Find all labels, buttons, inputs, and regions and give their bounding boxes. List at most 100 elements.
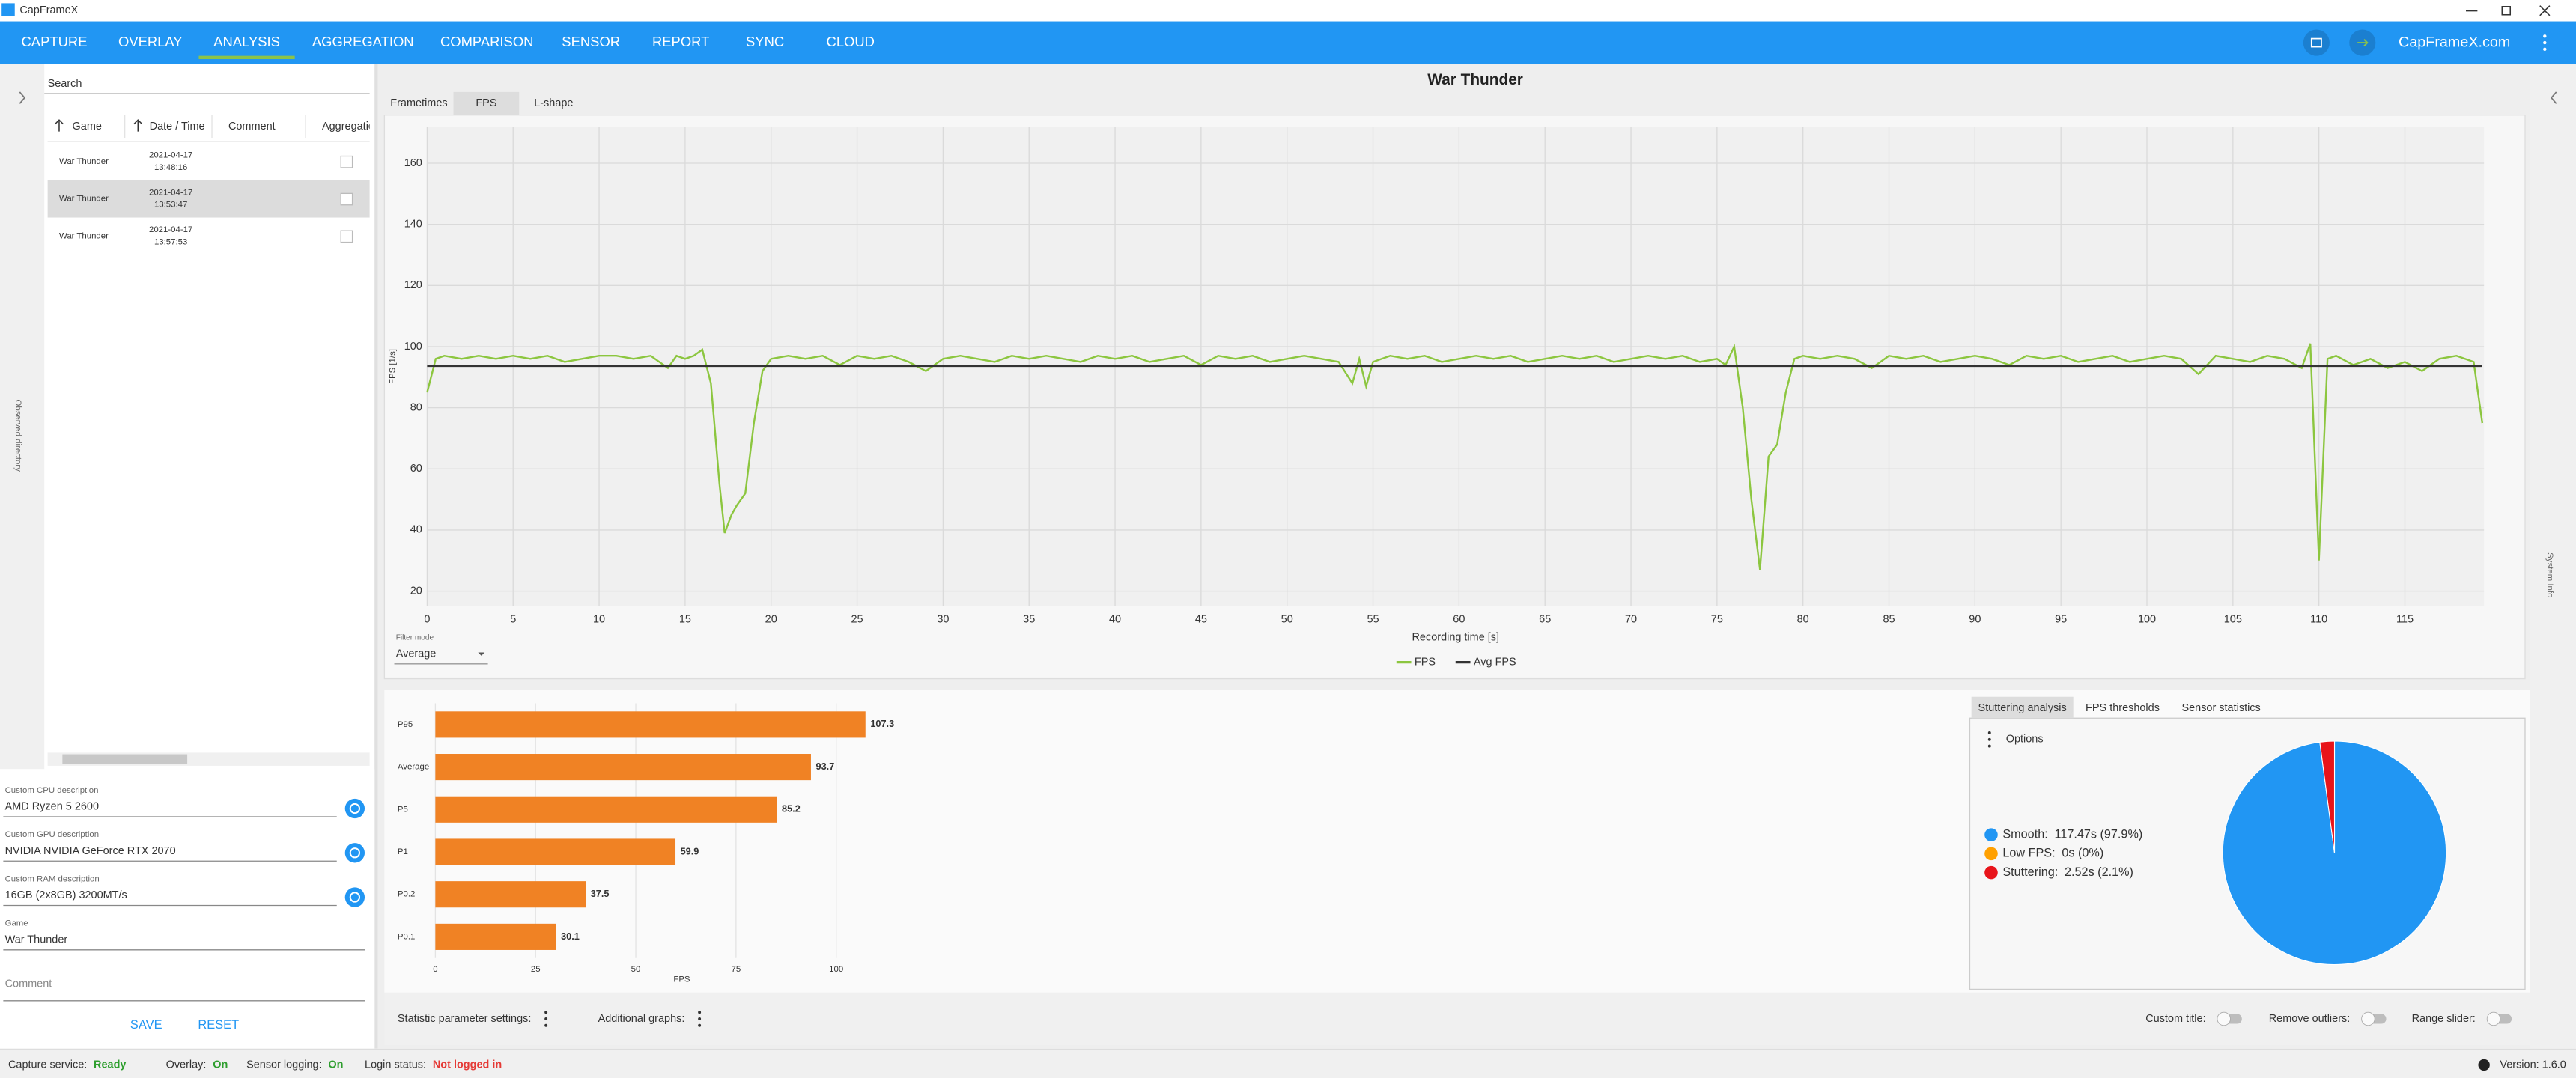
login-icon — [2357, 38, 2369, 47]
action-button[interactable]: RESET — [198, 1018, 239, 1032]
settings-dot[interactable] — [544, 1011, 548, 1014]
search-input[interactable]: Search — [48, 78, 82, 90]
legend-label: FPS — [1415, 656, 1436, 668]
x-tick-label: 110 — [2310, 613, 2327, 625]
x-tick-label: 70 — [1625, 613, 1637, 625]
active-tab-bg — [1971, 696, 2074, 719]
x-tick-label: 50 — [1281, 613, 1293, 625]
nav-tab[interactable]: SENSOR — [562, 34, 620, 49]
column-header[interactable]: Date / Time — [150, 121, 205, 133]
toolbar-label: Remove outliers: — [2269, 1013, 2351, 1025]
divider — [374, 64, 378, 1049]
options-dot[interactable] — [1987, 731, 1991, 734]
window-title: CapFrameX — [19, 4, 78, 16]
status-label: Capture service: — [8, 1059, 87, 1071]
record-row[interactable] — [47, 180, 370, 218]
toggle-thumb[interactable] — [2361, 1011, 2375, 1026]
right-rail — [2530, 64, 2576, 1049]
bar — [435, 838, 676, 865]
view-tab[interactable]: FPS — [476, 97, 496, 109]
legend-label: Smooth: — [2002, 827, 2047, 841]
aggregation-checkbox[interactable] — [340, 192, 353, 206]
refresh-icon — [349, 847, 361, 859]
scrollbar-thumb[interactable] — [62, 754, 188, 764]
nav-tab[interactable]: CLOUD — [827, 34, 875, 49]
toggle-thumb[interactable] — [2486, 1011, 2501, 1026]
options-dot[interactable] — [1987, 744, 1991, 748]
version-label: Version: 1.6.0 — [2500, 1059, 2566, 1071]
bar-value-label: 37.5 — [591, 888, 610, 899]
nav-tab[interactable]: OVERLAY — [118, 34, 183, 49]
refresh-button[interactable] — [344, 887, 365, 907]
y-tick-label: P0.2 — [398, 890, 415, 899]
field-value[interactable]: AMD Ryzen 5 2600 — [5, 801, 99, 813]
legend-value: 0s (0%) — [2062, 847, 2103, 860]
status-value: Ready — [94, 1059, 126, 1071]
refresh-button[interactable] — [344, 843, 365, 863]
menu-button[interactable] — [2543, 34, 2547, 52]
x-tick-label: 115 — [2396, 613, 2414, 625]
stats-tab[interactable]: FPS thresholds — [2086, 702, 2160, 714]
bar — [435, 711, 866, 738]
record-game: War Thunder — [59, 231, 109, 240]
legend-label: Low FPS: — [2002, 847, 2055, 860]
x-tick-label: 50 — [631, 965, 641, 974]
options-label[interactable]: Options — [2006, 734, 2044, 746]
view-tab[interactable]: L-shape — [534, 97, 573, 109]
stats-tab[interactable]: Stuttering analysis — [1978, 702, 2067, 714]
close-button[interactable] — [2539, 5, 2551, 16]
view-tab[interactable]: Frametimes — [390, 97, 447, 109]
filter-select[interactable]: Average — [396, 648, 437, 660]
nav-tab[interactable]: ANALYSIS — [213, 34, 280, 49]
field-value[interactable]: War Thunder — [5, 934, 68, 945]
record-time: 13:48:16 — [154, 163, 187, 172]
nav-tab[interactable]: AGGREGATION — [312, 34, 414, 49]
expand-right-button[interactable] — [2550, 91, 2557, 104]
settings-dot[interactable] — [544, 1023, 548, 1027]
field-value[interactable]: NVIDIA NVIDIA GeForce RTX 2070 — [5, 845, 176, 857]
action-button[interactable]: SAVE — [130, 1018, 162, 1032]
right-rail-label: System Info — [2545, 552, 2554, 597]
maximize-button[interactable] — [2501, 6, 2512, 16]
x-tick-label: 95 — [2055, 613, 2067, 625]
toolbar-label: Statistic parameter settings: — [398, 1013, 531, 1025]
refresh-button[interactable] — [344, 798, 365, 819]
field-label: Custom GPU description — [5, 830, 99, 839]
filter-arrow — [478, 652, 485, 656]
y-tick-label: Average — [398, 763, 429, 772]
settings-dot[interactable] — [698, 1017, 702, 1020]
stats-tab[interactable]: Sensor statistics — [2181, 702, 2260, 714]
settings-dot[interactable] — [544, 1017, 548, 1020]
options-dot[interactable] — [1987, 737, 1991, 741]
toggle-thumb[interactable] — [2217, 1011, 2231, 1026]
column-header[interactable]: Comment — [228, 121, 276, 133]
aggregation-checkbox[interactable] — [340, 155, 353, 168]
screenshot-button[interactable] — [2303, 29, 2330, 56]
bar — [435, 796, 777, 823]
field-placeholder[interactable]: Comment — [5, 978, 52, 990]
nav-tab[interactable]: CAPTURE — [22, 34, 88, 49]
field-label: Custom RAM description — [5, 874, 100, 883]
website-link[interactable]: CapFrameX.com — [2399, 34, 2510, 50]
expand-left-button[interactable] — [19, 91, 26, 104]
record-row[interactable] — [47, 217, 370, 255]
aggregation-checkbox[interactable] — [340, 230, 353, 243]
settings-dot[interactable] — [698, 1011, 702, 1014]
x-tick-label: 105 — [2224, 613, 2242, 625]
field-value[interactable]: 16GB (2x8GB) 3200MT/s — [5, 889, 127, 901]
column-header[interactable]: Aggregation — [322, 121, 380, 133]
bar-value-label: 85.2 — [782, 803, 801, 814]
nav-tab[interactable]: SYNC — [746, 34, 784, 49]
nav-tab[interactable]: COMPARISON — [440, 34, 533, 49]
settings-dot[interactable] — [698, 1023, 702, 1027]
y-tick-label: 80 — [410, 401, 422, 413]
x-axis-label: FPS — [673, 975, 690, 984]
x-axis-label: Recording time [s] — [1412, 632, 1499, 644]
column-header[interactable]: Game — [73, 121, 102, 133]
column-separators — [124, 115, 306, 138]
record-row[interactable] — [47, 142, 370, 180]
nav-tab[interactable]: REPORT — [652, 34, 709, 49]
status-value: Not logged in — [433, 1059, 502, 1071]
legend-value: 2.52s (2.1%) — [2065, 865, 2133, 879]
